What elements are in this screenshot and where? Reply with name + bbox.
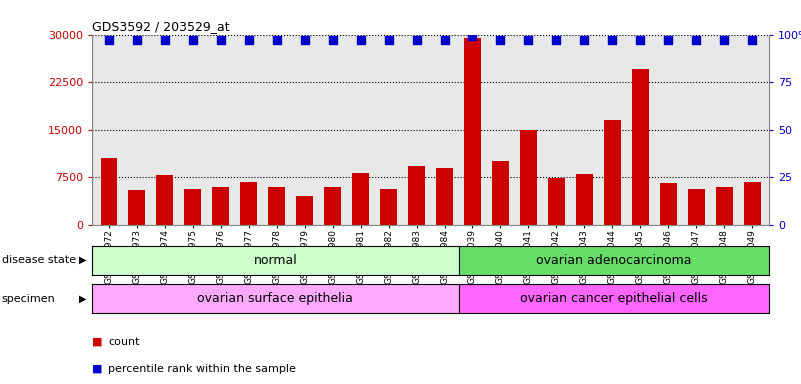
Bar: [464, 38, 481, 225]
Bar: [716, 187, 733, 225]
Text: ▶: ▶: [79, 293, 87, 304]
Point: [270, 37, 283, 43]
Bar: [604, 120, 621, 225]
Text: percentile rank within the sample: percentile rank within the sample: [108, 364, 296, 374]
Point: [606, 37, 618, 43]
Point: [550, 37, 563, 43]
Point: [382, 37, 395, 43]
Bar: [576, 174, 593, 225]
Text: ovarian adenocarcinoma: ovarian adenocarcinoma: [536, 254, 691, 266]
Point: [578, 37, 591, 43]
Bar: [212, 187, 229, 225]
Text: ovarian cancer epithelial cells: ovarian cancer epithelial cells: [520, 292, 707, 305]
Bar: [520, 130, 537, 225]
Bar: [436, 168, 453, 225]
Bar: [492, 161, 509, 225]
Point: [690, 37, 702, 43]
Text: count: count: [108, 337, 139, 347]
Point: [634, 37, 646, 43]
Point: [662, 37, 674, 43]
Bar: [156, 175, 173, 225]
Point: [466, 33, 479, 40]
Text: ■: ■: [92, 364, 103, 374]
Text: ▶: ▶: [79, 255, 87, 265]
Bar: [324, 187, 341, 225]
Point: [494, 37, 507, 43]
Bar: [688, 189, 705, 225]
Bar: [268, 187, 285, 225]
Bar: [632, 70, 649, 225]
Bar: [184, 189, 201, 225]
Point: [215, 37, 227, 43]
Point: [131, 37, 143, 43]
Bar: [352, 173, 369, 225]
Point: [326, 37, 339, 43]
Bar: [380, 189, 397, 225]
Point: [354, 37, 367, 43]
Bar: [744, 182, 761, 225]
Point: [298, 37, 311, 43]
Text: normal: normal: [253, 254, 297, 266]
Bar: [100, 158, 117, 225]
Text: ■: ■: [92, 337, 103, 347]
Text: GDS3592 / 203529_at: GDS3592 / 203529_at: [92, 20, 230, 33]
Text: specimen: specimen: [2, 293, 55, 304]
Bar: [128, 190, 145, 225]
Point: [438, 37, 451, 43]
Bar: [296, 196, 313, 225]
Text: disease state: disease state: [2, 255, 76, 265]
Point: [410, 37, 423, 43]
Point: [522, 37, 535, 43]
Bar: [548, 179, 565, 225]
Point: [103, 37, 115, 43]
Point: [243, 37, 256, 43]
Bar: [660, 183, 677, 225]
Bar: [240, 182, 257, 225]
Point: [718, 37, 731, 43]
Bar: [409, 166, 425, 225]
Point: [159, 37, 171, 43]
Point: [746, 37, 759, 43]
Point: [187, 37, 199, 43]
Text: ovarian surface epithelia: ovarian surface epithelia: [197, 292, 353, 305]
